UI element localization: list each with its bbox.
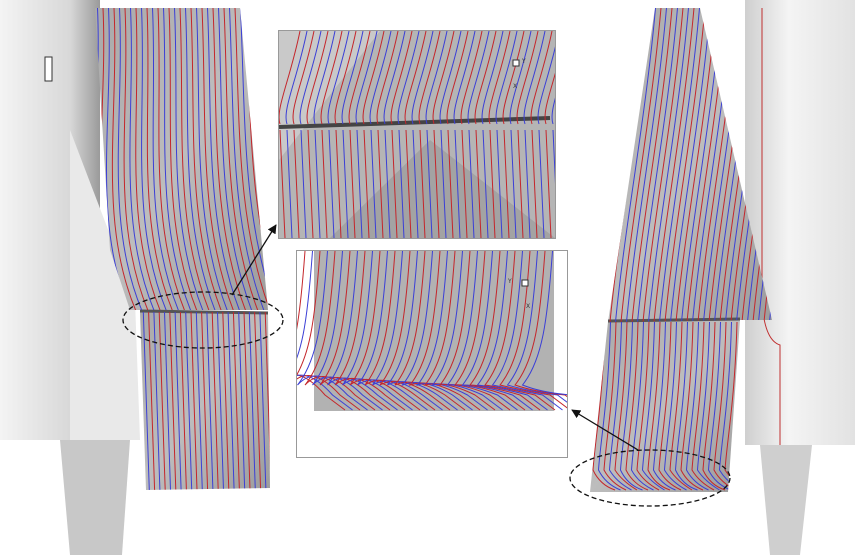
axis-triad	[522, 280, 528, 286]
axis-label: Y	[507, 278, 512, 285]
surface	[314, 251, 554, 411]
axis-label: Y	[521, 58, 526, 65]
streamline	[271, 312, 277, 490]
keel	[760, 445, 812, 555]
keel	[60, 440, 130, 555]
figure: Y X Y X	[0, 0, 855, 557]
axis-label: X	[526, 303, 530, 310]
axis-label: X	[513, 83, 517, 90]
axis-triad	[513, 60, 519, 66]
marker	[45, 57, 52, 81]
